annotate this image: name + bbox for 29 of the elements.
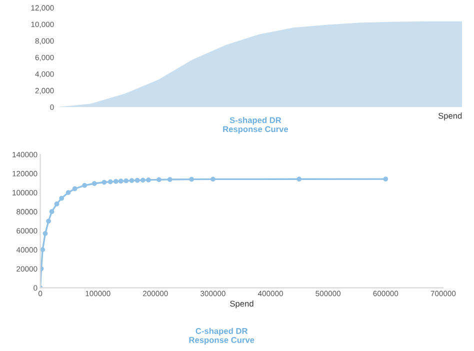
point — [210, 176, 216, 182]
x-axis-title: Spend — [438, 112, 462, 120]
x-axis-title: Spend — [230, 300, 254, 308]
point — [140, 178, 146, 183]
point — [82, 182, 88, 188]
point — [383, 176, 388, 182]
text: C-shaped DR Response Curve — [189, 328, 254, 345]
point — [129, 178, 134, 183]
point — [118, 178, 124, 184]
point — [113, 178, 118, 184]
point — [108, 179, 113, 184]
point — [72, 186, 78, 192]
point — [296, 176, 302, 182]
point — [189, 176, 194, 182]
point — [40, 247, 46, 252]
point — [59, 196, 64, 201]
point — [66, 190, 71, 195]
point — [124, 178, 129, 184]
point — [54, 202, 60, 206]
point — [156, 177, 162, 182]
point — [42, 231, 48, 236]
text: S-shaped DR Response Curve — [223, 116, 288, 134]
point — [92, 181, 97, 186]
point — [102, 180, 107, 185]
point — [46, 218, 51, 224]
point — [49, 209, 54, 214]
point — [146, 178, 151, 182]
point — [134, 178, 140, 183]
point — [167, 177, 172, 182]
